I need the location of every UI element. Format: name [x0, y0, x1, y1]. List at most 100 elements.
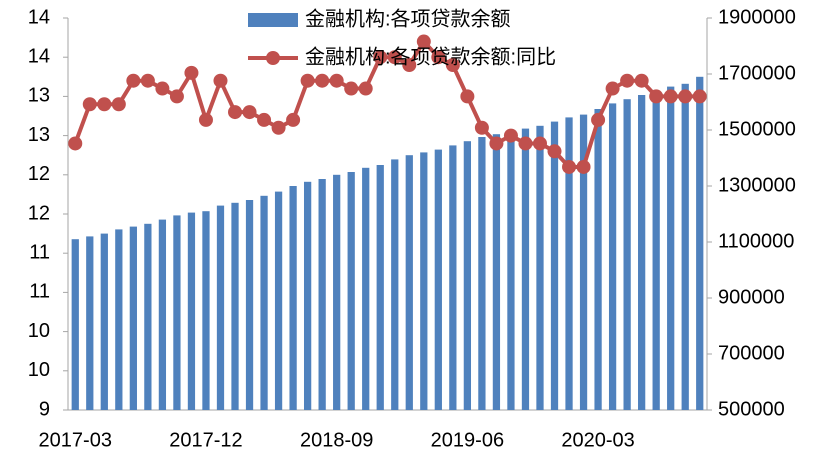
marker: [576, 159, 591, 174]
y2-tick-label: 1500000: [718, 118, 796, 140]
marker: [518, 136, 533, 151]
x-tick-label: 2017-03: [39, 429, 112, 451]
x-tick-label: 2019-06: [431, 429, 504, 451]
x-tick-label: 2020-03: [561, 429, 634, 451]
y2-tick-label: 1700000: [718, 62, 796, 84]
y2-tick-label: 1300000: [718, 174, 796, 196]
marker: [184, 65, 199, 80]
marker: [663, 89, 678, 104]
y-tick-label: 11: [29, 281, 50, 303]
bar: [623, 99, 631, 410]
marker: [460, 89, 475, 104]
bar: [318, 179, 326, 410]
marker: [416, 34, 431, 49]
marker: [692, 89, 707, 104]
x-tick-label: 2018-09: [300, 429, 373, 451]
legend-swatch: [248, 13, 298, 27]
y-tick-label: 14: [28, 45, 50, 67]
bar: [652, 90, 660, 411]
bar: [579, 114, 588, 410]
bar: [405, 155, 413, 410]
marker: [140, 73, 155, 88]
x-tick-label: 2017-12: [169, 429, 242, 451]
bar: [173, 215, 181, 410]
y-tick-label: 9: [39, 398, 50, 420]
bar: [158, 219, 167, 410]
marker: [358, 81, 373, 96]
bar: [463, 141, 472, 410]
bar: [115, 229, 123, 410]
marker: [329, 73, 344, 88]
y-tick-label: 12: [28, 202, 50, 224]
bar: [536, 125, 544, 411]
marker: [620, 73, 635, 88]
bar: [608, 103, 617, 411]
marker: [474, 120, 489, 135]
bar: [129, 226, 137, 410]
marker: [97, 97, 112, 112]
bar: [289, 186, 297, 410]
bar: [434, 149, 442, 410]
marker: [300, 73, 315, 88]
bar: [303, 181, 312, 410]
marker: [562, 159, 577, 174]
legend-label: 金融机构:各项贷款余额: [305, 7, 511, 30]
bar: [71, 239, 79, 410]
marker: [126, 73, 141, 88]
bar: [231, 202, 239, 410]
marker: [155, 81, 170, 96]
marker: [344, 81, 359, 96]
marker: [373, 50, 388, 65]
legend-marker: [266, 51, 280, 65]
marker: [489, 136, 504, 151]
marker: [402, 58, 417, 73]
bar: [274, 191, 283, 410]
y-tick-label: 12: [28, 163, 50, 185]
bar: [638, 95, 646, 410]
marker: [605, 81, 620, 96]
bar: [245, 200, 254, 410]
bar: [86, 236, 94, 410]
marker: [431, 50, 446, 65]
y-tick-label: 11: [29, 241, 50, 263]
marker: [228, 105, 243, 120]
bar: [696, 76, 704, 411]
y-tick-label: 10: [28, 320, 50, 342]
y2-tick-label: 1900000: [718, 6, 796, 28]
bar: [507, 131, 515, 410]
marker: [82, 97, 97, 112]
bar: [521, 128, 530, 410]
marker: [213, 73, 228, 88]
bar: [449, 145, 457, 410]
marker: [387, 50, 402, 65]
y-tick-label: 13: [28, 124, 50, 146]
y2-tick-label: 1100000: [718, 230, 794, 252]
y-tick-label: 10: [28, 359, 50, 381]
y2-tick-label: 700000: [718, 342, 785, 364]
marker: [257, 112, 272, 127]
marker: [68, 136, 83, 151]
bar: [347, 172, 355, 410]
y-tick-label: 13: [28, 85, 50, 107]
bar: [492, 134, 501, 410]
y2-tick-label: 500000: [718, 398, 785, 420]
bar: [260, 195, 268, 410]
marker: [169, 89, 184, 104]
bar: [478, 137, 486, 410]
marker: [532, 136, 547, 151]
bar: [376, 165, 384, 410]
bar: [100, 233, 108, 410]
y-tick-label: 14: [28, 6, 50, 28]
y2-tick-label: 900000: [718, 286, 785, 308]
marker: [286, 112, 301, 127]
marker: [445, 58, 460, 73]
marker: [242, 105, 257, 120]
bar: [362, 167, 370, 410]
bar: [202, 211, 210, 410]
bar: [144, 223, 152, 410]
bar: [681, 83, 689, 411]
marker: [503, 128, 518, 143]
marker: [547, 144, 562, 159]
bar: [550, 121, 559, 410]
